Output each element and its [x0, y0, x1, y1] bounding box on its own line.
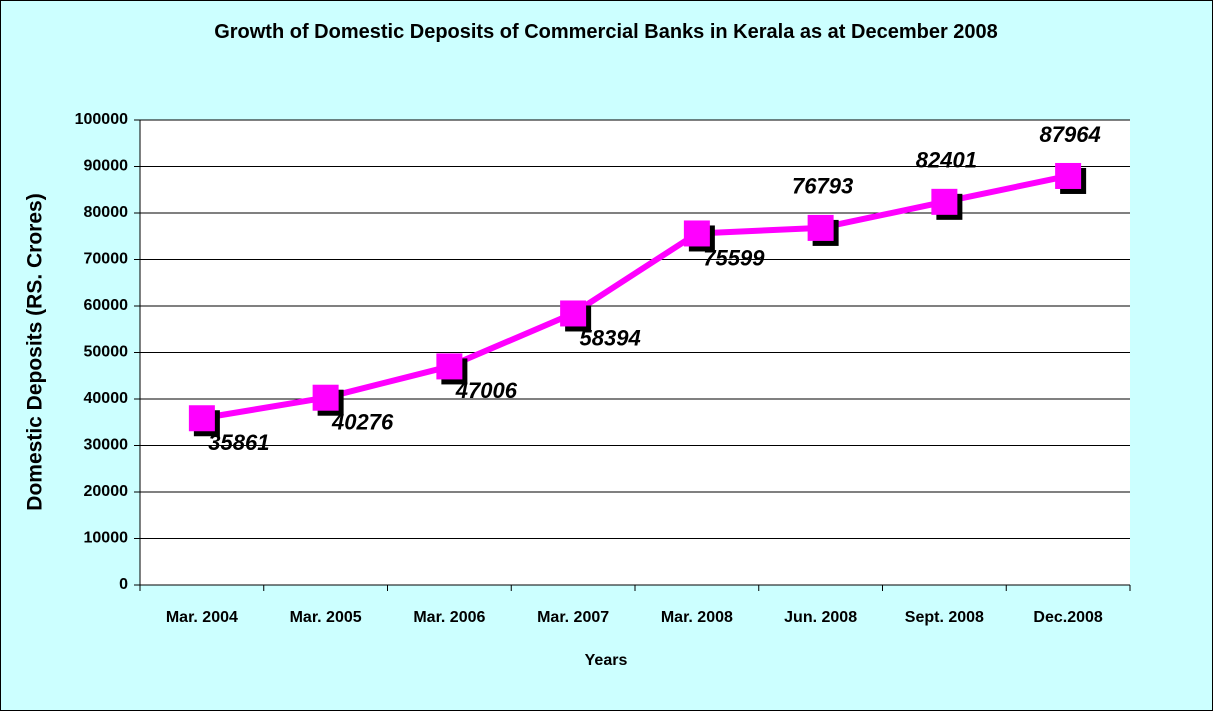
data-label: 82401 — [916, 148, 977, 173]
x-tick-label: Mar. 2008 — [661, 609, 733, 626]
x-tick-label: Dec.2008 — [1033, 609, 1102, 626]
y-tick-label: 70000 — [84, 251, 129, 268]
data-label: 58394 — [580, 325, 641, 350]
x-tick-label: Jun. 2008 — [784, 609, 857, 626]
marker — [683, 220, 710, 247]
x-tick-label: Mar. 2007 — [537, 609, 609, 626]
x-tick-label: Sept. 2008 — [905, 609, 984, 626]
y-tick-label: 90000 — [84, 158, 129, 175]
data-label: 87964 — [1040, 122, 1101, 147]
x-axis-label: Years — [585, 652, 628, 669]
marker — [931, 188, 958, 215]
marker — [807, 214, 834, 241]
data-line — [201, 173, 1069, 422]
y-tick-label: 40000 — [84, 390, 129, 407]
y-tick-label: 100000 — [75, 111, 128, 128]
marker — [560, 300, 587, 327]
data-label: 40276 — [331, 410, 394, 435]
y-tick-label: 20000 — [84, 483, 129, 500]
data-label: 76793 — [792, 174, 853, 199]
marker — [1055, 162, 1082, 189]
data-label: 47006 — [455, 378, 518, 403]
y-tick-label: 50000 — [84, 344, 129, 361]
marker — [188, 405, 215, 432]
chart-title: Growth of Domestic Deposits of Commercia… — [214, 21, 998, 43]
marker — [312, 384, 339, 411]
data-label: 75599 — [703, 245, 765, 270]
marker — [436, 353, 463, 380]
y-tick-label: 0 — [119, 576, 128, 593]
x-tick-label: Mar. 2004 — [166, 609, 238, 626]
y-tick-label: 10000 — [84, 530, 129, 547]
y-axis-label: Domestic Deposits (RS. Crores) — [24, 193, 47, 510]
y-tick-label: 80000 — [84, 204, 129, 221]
data-label: 35861 — [208, 430, 269, 455]
y-tick-label: 60000 — [84, 297, 129, 314]
x-tick-label: Mar. 2006 — [413, 609, 485, 626]
x-tick-label: Mar. 2005 — [290, 609, 362, 626]
y-tick-label: 30000 — [84, 437, 129, 454]
